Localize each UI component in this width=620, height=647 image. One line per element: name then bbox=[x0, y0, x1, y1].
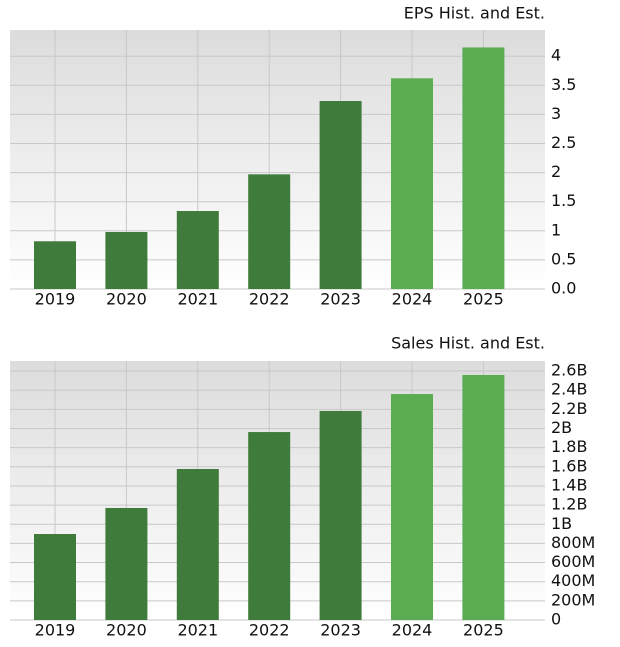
y-tick-label: 2.2B bbox=[551, 399, 587, 418]
y-tick-label: 3.5 bbox=[551, 75, 576, 94]
x-tick-label: 2025 bbox=[463, 290, 504, 309]
y-tick-label: 0.0 bbox=[551, 279, 576, 298]
bar bbox=[462, 47, 505, 289]
y-tick-label: 0 bbox=[551, 610, 561, 629]
bar bbox=[319, 101, 362, 289]
bar bbox=[105, 231, 148, 289]
y-tick-label: 1B bbox=[551, 514, 572, 533]
y-tick-label: 1.2B bbox=[551, 495, 587, 514]
bar bbox=[248, 432, 291, 620]
bar bbox=[34, 241, 76, 289]
x-tick-label: 2024 bbox=[392, 290, 433, 309]
bar bbox=[319, 410, 362, 620]
x-tick-label: 2020 bbox=[106, 621, 147, 640]
bar bbox=[248, 174, 291, 289]
x-tick-label: 2019 bbox=[35, 290, 76, 309]
bar bbox=[391, 78, 433, 289]
y-tick-label: 1.6B bbox=[551, 456, 587, 475]
x-tick-label: 2023 bbox=[320, 290, 361, 309]
y-tick-label: 1.8B bbox=[551, 437, 587, 456]
x-tick-label: 2022 bbox=[249, 290, 290, 309]
bar bbox=[34, 534, 76, 620]
y-tick-label: 800M bbox=[551, 533, 595, 552]
x-tick-label: 2021 bbox=[177, 290, 218, 309]
bar bbox=[105, 507, 148, 620]
bar bbox=[391, 394, 433, 620]
chart-title: EPS Hist. and Est. bbox=[404, 4, 545, 23]
chart-title: Sales Hist. and Est. bbox=[391, 334, 545, 353]
y-tick-label: 0.5 bbox=[551, 249, 576, 268]
bar bbox=[462, 374, 505, 620]
y-tick-label: 2.5 bbox=[551, 133, 576, 152]
x-tick-label: 2020 bbox=[106, 290, 147, 309]
x-tick-label: 2021 bbox=[177, 621, 218, 640]
y-tick-label: 2 bbox=[551, 162, 561, 181]
bar bbox=[176, 469, 219, 620]
bar bbox=[176, 211, 219, 289]
y-tick-label: 1.4B bbox=[551, 475, 587, 494]
x-tick-label: 2022 bbox=[249, 621, 290, 640]
y-tick-label: 2.4B bbox=[551, 380, 587, 399]
x-tick-label: 2025 bbox=[463, 621, 504, 640]
y-tick-label: 2B bbox=[551, 418, 572, 437]
y-tick-label: 3 bbox=[551, 104, 561, 123]
y-tick-label: 1 bbox=[551, 220, 561, 239]
y-tick-label: 4 bbox=[551, 46, 561, 65]
x-tick-label: 2024 bbox=[392, 621, 433, 640]
y-tick-label: 400M bbox=[551, 571, 595, 590]
y-tick-label: 200M bbox=[551, 590, 595, 609]
x-tick-label: 2019 bbox=[35, 621, 76, 640]
x-tick-label: 2023 bbox=[320, 621, 361, 640]
y-tick-label: 600M bbox=[551, 552, 595, 571]
y-tick-label: 2.6B bbox=[551, 361, 587, 380]
y-tick-label: 1.5 bbox=[551, 191, 576, 210]
